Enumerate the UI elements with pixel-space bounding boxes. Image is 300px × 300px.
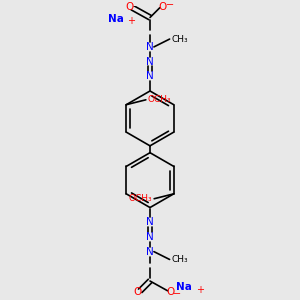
Text: CH₃: CH₃ [172, 255, 188, 264]
Text: N: N [146, 57, 154, 67]
Text: −: − [166, 0, 174, 10]
Text: −: − [173, 289, 181, 299]
Text: +: + [128, 16, 135, 26]
Text: Na: Na [176, 282, 192, 292]
Text: N: N [146, 247, 154, 256]
Text: O: O [133, 287, 141, 297]
Text: Na: Na [108, 14, 124, 23]
Text: O: O [167, 287, 175, 297]
Text: +: + [196, 285, 204, 295]
Text: N: N [146, 232, 154, 242]
Text: OCH₃: OCH₃ [129, 194, 152, 203]
Text: OCH₃: OCH₃ [148, 95, 171, 104]
Text: N: N [146, 42, 154, 52]
Text: N: N [146, 217, 154, 227]
Text: O: O [125, 2, 134, 12]
Text: CH₃: CH₃ [172, 34, 188, 43]
Text: N: N [146, 71, 154, 81]
Text: O: O [159, 2, 167, 12]
